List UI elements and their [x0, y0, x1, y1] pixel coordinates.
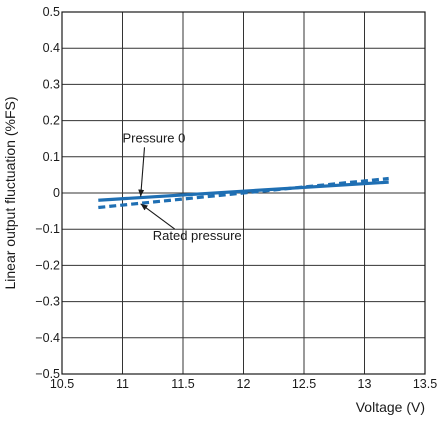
y-tick-label: −0.3	[35, 295, 60, 309]
y-tick-label: 0.5	[43, 5, 60, 19]
y-axis-label: Linear output fluctuation (%FS)	[2, 97, 18, 290]
y-tick-label: −0.1	[35, 222, 60, 236]
y-tick-label: 0.1	[43, 150, 60, 164]
x-tick-label: 10.5	[50, 377, 74, 391]
annotation-arrow	[140, 203, 176, 230]
series-line-pressure-0	[98, 180, 389, 202]
annotation-label: Rated pressure	[153, 228, 242, 243]
x-tick-label: 13.5	[413, 377, 437, 391]
annotations: Pressure 0 Rated pressure	[123, 130, 242, 243]
annotation-arrow	[138, 147, 146, 197]
y-tick-label: −0.4	[35, 331, 60, 345]
y-tick-label: 0.4	[43, 41, 60, 55]
y-tick-labels: −0.5 −0.4 −0.3 −0.2 −0.1 0 0.1 0.2 0.3 0.4 0.5	[35, 5, 60, 381]
x-tick-label: 12.5	[292, 377, 316, 391]
series-layer	[98, 176, 389, 210]
x-axis-label: Voltage (V)	[356, 399, 425, 415]
y-tick-label: 0	[53, 186, 60, 200]
x-tick-label: 11	[116, 377, 129, 391]
series-line-rated-pressure	[98, 176, 389, 210]
annotation-label: Pressure 0	[123, 130, 186, 145]
x-tick-label: 12	[237, 377, 251, 391]
x-tick-labels: 10.5 11 11.5 12 12.5 13 13.5	[50, 377, 437, 391]
plot-frame	[61, 11, 426, 375]
y-tick-label: −0.2	[35, 258, 60, 272]
y-tick-label: 0.3	[43, 77, 60, 91]
y-tick-label: 0.2	[43, 114, 60, 128]
x-tick-label: 11.5	[171, 377, 194, 391]
y-tick-label: −0.5	[35, 367, 60, 381]
grid	[62, 12, 425, 374]
x-tick-label: 13	[358, 377, 372, 391]
